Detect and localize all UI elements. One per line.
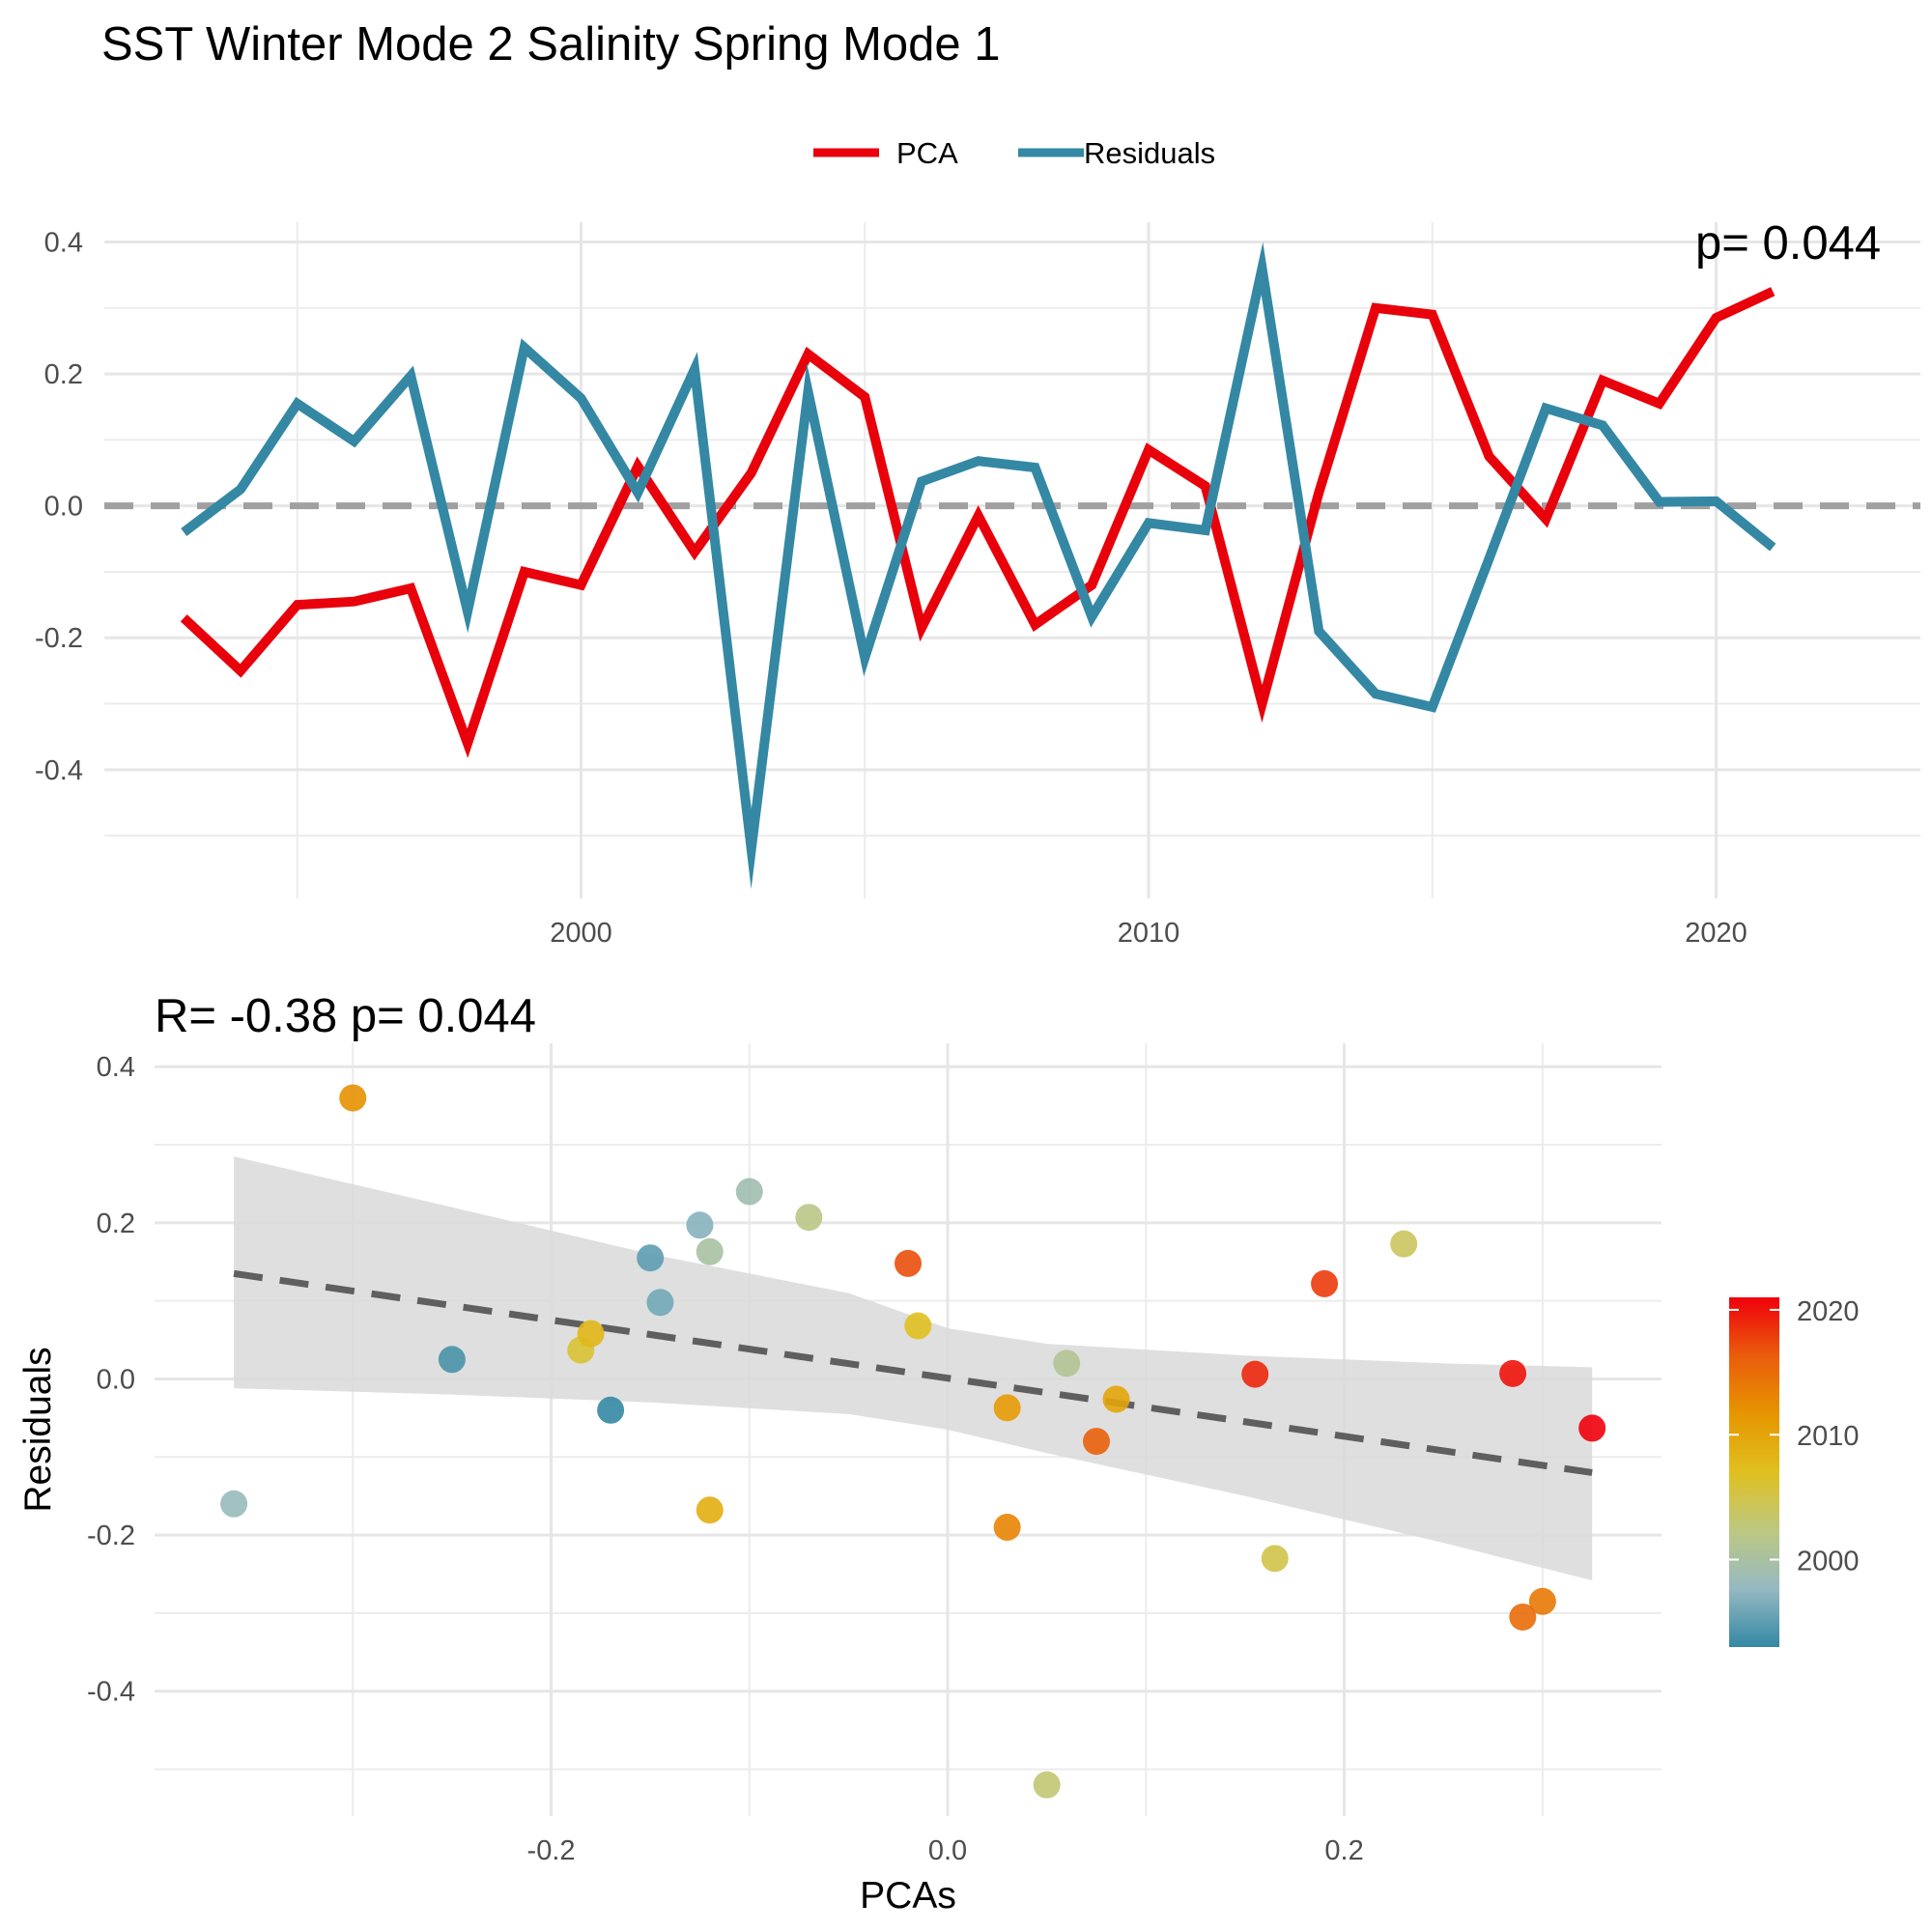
x-tick-label: 2020 — [1685, 918, 1747, 949]
scatter-point — [1528, 1587, 1556, 1615]
scatter-point — [646, 1289, 674, 1317]
scatter-point — [1053, 1350, 1081, 1378]
y-tick-label: -0.4 — [35, 755, 83, 786]
scatter-panel: R= -0.38 p= 0.044 0.4 0.2 0.0 -0.2 -0.4 -0.2… — [17, 990, 1662, 1917]
scatter-points — [220, 1084, 1606, 1799]
line-series-layer — [180, 242, 1776, 890]
scatter-point — [696, 1496, 724, 1524]
bottom-y-axis: 0.4 0.2 0.0 -0.2 -0.4 — [87, 1052, 135, 1707]
scatter-point — [1509, 1603, 1537, 1631]
scatter-point — [895, 1249, 922, 1277]
scatter-point — [1578, 1414, 1606, 1442]
scatter-point — [339, 1084, 367, 1112]
y-axis-title: Residuals — [17, 1347, 59, 1512]
y-tick-label: 0.4 — [44, 227, 83, 258]
top-grid — [104, 222, 1920, 898]
colorbar: 2020 2010 2000 — [1729, 1296, 1860, 1647]
y-tick-label: 0.2 — [44, 359, 83, 390]
scatter-point — [1102, 1385, 1130, 1413]
legend-label-residuals: Residuals — [1084, 136, 1215, 170]
scatter-point — [686, 1211, 714, 1239]
chart-title: SST Winter Mode 2 Salinity Spring Mode 1 — [101, 18, 1001, 71]
top-y-axis: 0.4 0.2 0.0 -0.2 -0.4 — [35, 227, 83, 785]
colorbar-tick-label: 2010 — [1797, 1421, 1860, 1452]
x-axis-title: PCAs — [860, 1875, 956, 1917]
scatter-point — [597, 1396, 625, 1424]
scatter-point — [993, 1514, 1021, 1542]
colorbar-tick-label: 2020 — [1797, 1296, 1860, 1327]
colorbar-ticks: 2020 2010 2000 — [1729, 1296, 1860, 1577]
x-tick-label: -0.2 — [527, 1835, 576, 1866]
colorbar-tick-label: 2000 — [1797, 1547, 1860, 1577]
confidence-band — [234, 1156, 1593, 1580]
scatter-point — [1083, 1428, 1110, 1456]
time-series-panel: 0.4 0.2 0.0 -0.2 -0.4 2000 2010 2020 p= 0.044 — [35, 217, 1920, 949]
x-tick-label: 2010 — [1118, 918, 1180, 949]
scatter-point — [696, 1237, 724, 1265]
scatter-point — [1311, 1269, 1339, 1297]
scatter-point — [1241, 1360, 1269, 1388]
scatter-point — [637, 1244, 665, 1272]
scatter-point — [577, 1320, 605, 1348]
scatter-point — [904, 1312, 932, 1340]
bottom-x-axis: -0.2 0.0 0.2 — [527, 1835, 1364, 1866]
scatter-point — [1499, 1359, 1527, 1387]
scatter-title: R= -0.38 p= 0.044 — [155, 990, 536, 1042]
scatter-point — [993, 1394, 1021, 1422]
legend: PCA Residuals — [813, 136, 1215, 170]
series-line-pca — [180, 287, 1776, 758]
scatter-point — [1033, 1771, 1061, 1799]
scatter-point — [438, 1346, 466, 1374]
series-line-residuals — [181, 242, 1776, 890]
scatter-point — [1261, 1545, 1289, 1573]
x-tick-label: 2000 — [550, 918, 612, 949]
x-tick-label: 0.0 — [928, 1835, 967, 1866]
y-tick-label: 0.4 — [97, 1052, 135, 1083]
top-x-axis: 2000 2010 2020 — [550, 918, 1747, 949]
y-tick-label: 0.0 — [97, 1364, 135, 1395]
scatter-point — [795, 1204, 823, 1232]
scatter-point — [735, 1178, 763, 1206]
legend-label-pca: PCA — [896, 136, 958, 170]
x-tick-label: 0.2 — [1324, 1835, 1363, 1866]
y-tick-label: 0.2 — [97, 1208, 135, 1239]
y-tick-label: -0.4 — [87, 1677, 135, 1708]
p-value-annotation: p= 0.044 — [1695, 217, 1881, 270]
scatter-point — [220, 1490, 248, 1518]
y-tick-label: -0.2 — [87, 1520, 135, 1551]
y-tick-label: 0.0 — [44, 492, 83, 523]
y-tick-label: -0.2 — [35, 623, 83, 654]
scatter-point — [1390, 1230, 1418, 1258]
colorbar-gradient — [1729, 1297, 1779, 1647]
